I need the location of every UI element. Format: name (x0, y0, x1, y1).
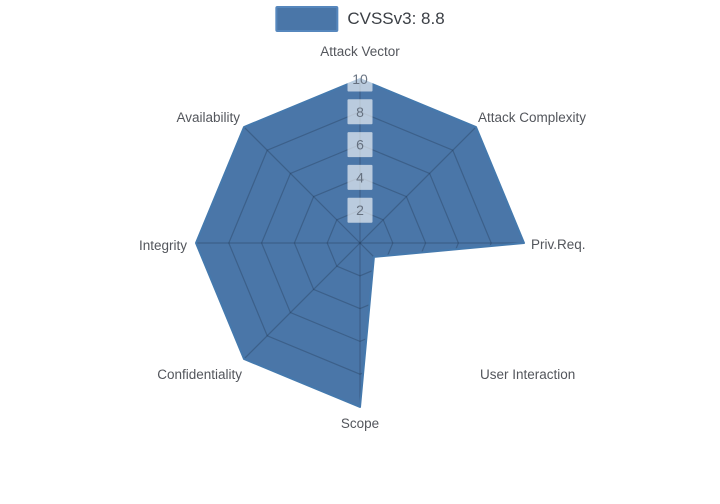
tick-box (347, 99, 373, 125)
tick-label: 10 (352, 71, 368, 87)
grid-ring (228, 111, 492, 375)
tick-label: 2 (356, 202, 364, 218)
grid-ring (326, 209, 394, 277)
axis-label-confidentiality: Confidentiality (157, 367, 242, 382)
axis-label-attack-vector: Attack Vector (320, 44, 400, 59)
axis-label-integrity: Integrity (139, 238, 187, 253)
axis-label-availability: Availability (176, 110, 240, 125)
grid-ring (260, 143, 460, 343)
tick-box (347, 66, 373, 92)
tick-box (347, 164, 373, 190)
axis-label-attack-complexity: Attack Complexity (478, 110, 586, 125)
grid-ring (293, 176, 427, 310)
tick-label: 8 (356, 104, 364, 120)
axis-label-scope: Scope (341, 416, 379, 431)
radar-fill (196, 79, 524, 407)
radar-grid (196, 79, 524, 407)
grid-spoke (243, 126, 361, 244)
tick-box (347, 132, 373, 158)
axis-label-user-interaction: User Interaction (480, 367, 575, 382)
legend-label: CVSSv3: 8.8 (347, 9, 445, 28)
tick-label: 4 (356, 169, 364, 185)
legend-swatch (275, 6, 339, 32)
radar-outline (195, 78, 525, 408)
axis-label-priv-req: Priv.Req. (531, 237, 586, 252)
grid-spoke (359, 126, 477, 244)
grid-spoke (359, 242, 477, 360)
legend-item[interactable]: CVSSv3: 8.8 (275, 6, 445, 32)
tick-box (347, 197, 373, 223)
grid-spoke (243, 242, 361, 360)
tick-label: 6 (356, 137, 364, 153)
